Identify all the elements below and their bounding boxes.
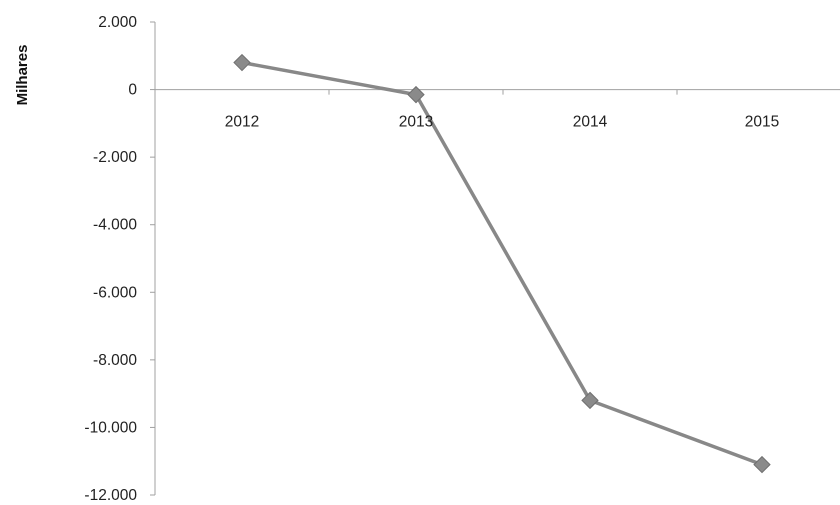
data-point-marker (233, 53, 251, 72)
y-tick-label: -6.000 (93, 284, 137, 301)
y-tick-label: -10.000 (84, 419, 137, 436)
y-axis-title: Milhares (14, 45, 31, 106)
data-point-marker (407, 85, 425, 104)
y-tick-label: 2.000 (98, 14, 137, 31)
data-point-marker (581, 391, 599, 410)
series-layer (233, 53, 771, 474)
y-tick-label: -4.000 (93, 217, 137, 234)
y-tick-label: -12.000 (84, 487, 137, 504)
y-tick-label: -8.000 (93, 352, 137, 369)
y-tick-label: 0 (128, 82, 137, 99)
labels-layer: 2.000 0 -2.000 -4.000 -6.000 -8.000 -10.000 -12… (14, 14, 779, 504)
y-tick-label: -2.000 (93, 149, 137, 166)
series-line (241, 60, 763, 467)
x-tick-label: 2014 (573, 114, 608, 131)
x-tick-label: 2012 (225, 114, 259, 131)
x-tick-label: 2013 (399, 114, 433, 131)
axes (150, 21, 840, 496)
data-point-marker (753, 455, 771, 474)
x-tick-label: 2015 (745, 114, 779, 131)
